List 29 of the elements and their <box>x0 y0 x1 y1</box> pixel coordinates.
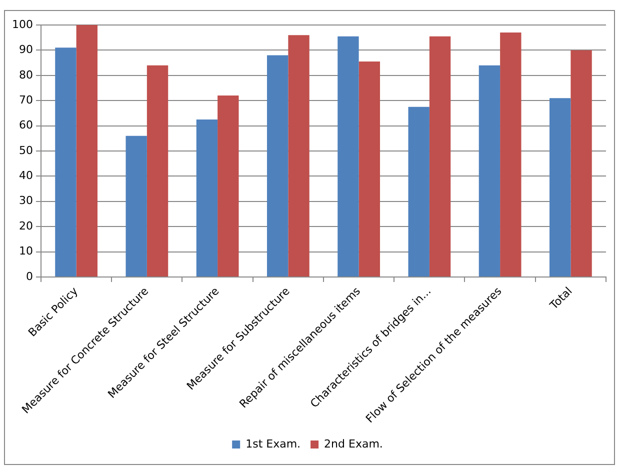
bar <box>146 65 168 276</box>
y-tick-label: 90 <box>18 43 33 56</box>
bar <box>500 32 522 276</box>
bar <box>196 119 218 276</box>
bar <box>478 65 500 276</box>
bar <box>288 35 310 276</box>
y-tick-label: 50 <box>18 144 33 157</box>
bar <box>570 50 592 276</box>
bar <box>126 136 147 276</box>
y-tick-label: 0 <box>26 270 33 283</box>
bar <box>76 25 98 276</box>
legend-label: 2nd Exam. <box>324 437 383 450</box>
bar <box>338 36 359 276</box>
bar <box>267 55 288 276</box>
y-tick-label: 100 <box>12 18 33 31</box>
y-tick-label: 10 <box>18 244 33 258</box>
bar <box>218 96 239 276</box>
y-tick-label: 60 <box>18 118 33 132</box>
y-tick-label: 70 <box>18 93 33 106</box>
bar <box>55 48 76 276</box>
y-tick-label: 80 <box>18 68 33 82</box>
bar <box>429 36 451 276</box>
bar <box>408 106 430 276</box>
bar <box>358 62 380 276</box>
legend-label: 1st Exam. <box>246 437 301 450</box>
y-tick-label: 30 <box>18 194 33 208</box>
y-tick-label: 20 <box>18 219 33 232</box>
bar <box>550 98 571 276</box>
y-tick-label: 40 <box>18 169 33 182</box>
